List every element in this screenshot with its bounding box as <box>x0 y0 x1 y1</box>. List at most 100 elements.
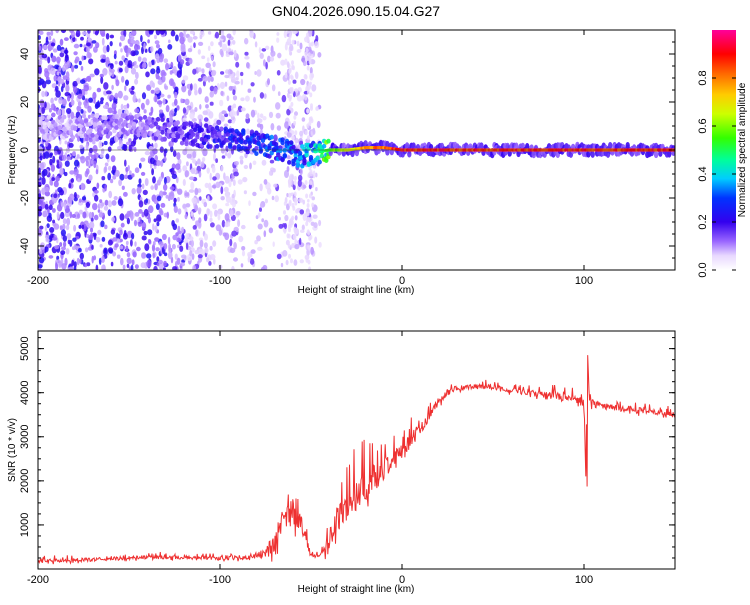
spectrogram-cell <box>215 158 219 164</box>
spectrogram-cell <box>291 135 295 141</box>
spectrogram-cell <box>170 145 174 153</box>
spectrogram-cell <box>163 260 167 267</box>
spectrogram-cell <box>42 210 48 218</box>
spectrogram-cell <box>125 52 129 58</box>
spectrogram-cell <box>134 241 137 247</box>
spectrogram-cell <box>40 100 45 108</box>
spectrogram-cell <box>114 60 118 65</box>
spectrogram-cell <box>306 203 310 208</box>
spectrogram-cell <box>269 159 275 164</box>
spectrogram-cell <box>288 182 292 188</box>
spectrogram-cell <box>292 91 296 98</box>
spectrogram-cell <box>231 265 235 270</box>
spectrogram-cell <box>100 32 106 37</box>
spectrogram-cell <box>294 111 298 116</box>
spectrogram-ridge-cell <box>171 133 176 139</box>
spectrogram-cell <box>256 235 261 242</box>
spectrogram-cell <box>103 140 108 146</box>
spectrogram-cell <box>244 51 249 56</box>
spectrogram-cell <box>275 102 281 110</box>
spectrogram-cell <box>203 201 208 208</box>
spectrogram-cell <box>79 144 84 149</box>
spectrogram-cell <box>301 55 306 63</box>
spectrogram-cell <box>293 180 297 186</box>
spectrogram-cell <box>306 123 310 129</box>
spectrogram-cell <box>168 140 174 147</box>
snr-series-line <box>38 355 675 565</box>
spectrogram-cell <box>291 64 295 70</box>
spectrogram-cell <box>165 105 170 113</box>
spectrogram-cell <box>284 170 289 178</box>
spectrogram-cell <box>231 119 235 124</box>
spectrogram-cell <box>65 84 70 93</box>
spectrogram-cell <box>182 165 188 172</box>
spectrogram-cell <box>134 167 140 174</box>
spectrogram-cell <box>107 146 112 152</box>
spectrogram-cell <box>73 224 77 232</box>
spectrogram-cell <box>146 84 152 91</box>
spectrogram-cell <box>218 229 223 236</box>
spectrogram-cell <box>308 42 312 48</box>
spectrogram-cell <box>163 149 167 158</box>
spectrogram-cell <box>43 44 48 50</box>
spectrogram-cell <box>129 43 134 47</box>
spectrogram-cell <box>46 31 51 36</box>
spectrogram-ridge-cell <box>249 129 255 135</box>
spectrogram-ridge-cell <box>92 117 98 122</box>
spectrogram-cell <box>248 200 251 207</box>
spectrogram-cell <box>197 77 203 82</box>
spectrogram-cell <box>207 195 210 202</box>
spectrogram-cell <box>239 155 244 161</box>
colorbar-tick-label: 0.4 <box>697 166 709 181</box>
spectrogram-y-label: Frequency (Hz) <box>7 116 18 185</box>
spectrogram-cell <box>91 40 97 44</box>
spectrogram-cell <box>38 35 41 40</box>
spectrogram-cell <box>263 179 268 185</box>
spectrogram-cell <box>150 106 154 115</box>
spectrogram-cell <box>247 88 252 93</box>
spectrogram-cell <box>100 220 105 228</box>
spectrogram-ridge-cell <box>155 116 161 122</box>
spectrogram-cell <box>289 74 293 80</box>
spectrogram-cell <box>202 75 209 82</box>
spectrogram-cell <box>142 57 148 63</box>
spectrogram-cell <box>89 73 95 78</box>
spectrogram-cell <box>144 48 148 53</box>
spectrogram-cell <box>299 259 304 264</box>
spectrogram-cell <box>299 209 305 215</box>
spectrogram-cell <box>306 89 310 95</box>
spectrogram-cell <box>50 67 56 76</box>
spectrogram-ridge-cell <box>81 127 87 133</box>
spectrogram-ridge-cell <box>280 157 285 163</box>
spectrogram-cell <box>291 243 295 249</box>
spectrogram-ridge-cell <box>280 140 285 146</box>
spectrogram-cell <box>64 160 70 167</box>
spectrogram-cell <box>155 203 160 211</box>
spectrogram-ridge-cell <box>315 155 320 161</box>
spectrogram-cell <box>76 257 80 266</box>
spectrogram-cell <box>274 195 280 203</box>
spectrogram-cell <box>147 239 152 244</box>
spectrogram-cell <box>252 191 257 197</box>
spectrogram-cell <box>304 56 308 62</box>
spectrogram-cell <box>240 263 244 268</box>
spectrogram-cell <box>185 242 189 250</box>
spectrogram-cell <box>165 62 169 71</box>
spectrogram-cell <box>56 71 60 76</box>
spectrogram-cell <box>169 186 175 191</box>
spectrogram-cell <box>126 257 132 264</box>
spectrogram-cell <box>220 186 224 195</box>
spectrogram-cell <box>106 90 112 95</box>
spectrogram-cell <box>158 56 164 63</box>
spectrogram-cell <box>224 113 229 118</box>
spectrogram-cell <box>149 157 155 165</box>
spectrogram-cell <box>138 98 141 103</box>
spectrogram-cell <box>209 172 212 181</box>
spectrogram-cell <box>166 211 169 219</box>
spectrogram-ridge-cell <box>173 126 178 132</box>
spectrogram-cell <box>197 207 202 214</box>
spectrogram-cell <box>49 158 53 166</box>
spectrogram-cell <box>305 193 309 199</box>
spectrogram-cell <box>272 241 275 247</box>
spectrogram-cell <box>52 237 58 241</box>
